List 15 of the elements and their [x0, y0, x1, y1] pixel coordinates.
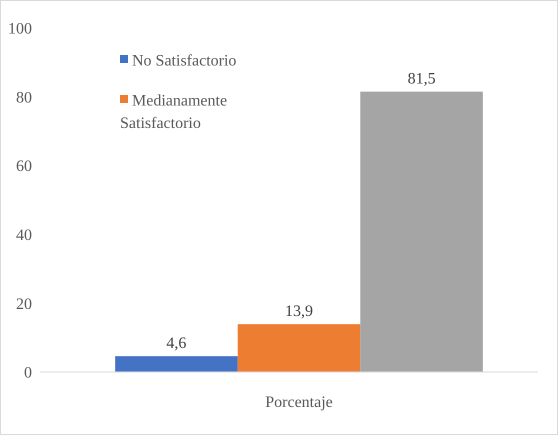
y-tick-label: 40: [16, 227, 32, 244]
bar: [115, 356, 238, 372]
x-tick-label: Porcentaje: [265, 394, 333, 411]
text: 81,5: [408, 70, 436, 88]
y-tick-label: 20: [16, 296, 32, 313]
text: 13,9: [285, 303, 313, 320]
legend-label: No Satisfactorio: [132, 52, 236, 70]
bar: [238, 324, 360, 372]
y-tick-label: 100: [8, 20, 32, 38]
y-tick-label: 80: [16, 89, 32, 106]
y-tick-label: 60: [16, 158, 32, 176]
bar: [360, 92, 483, 372]
legend-label: Medianamente Satisfactorio: [120, 92, 228, 132]
y-tick-label: 0: [24, 364, 32, 382]
text: 4,6: [166, 335, 186, 352]
